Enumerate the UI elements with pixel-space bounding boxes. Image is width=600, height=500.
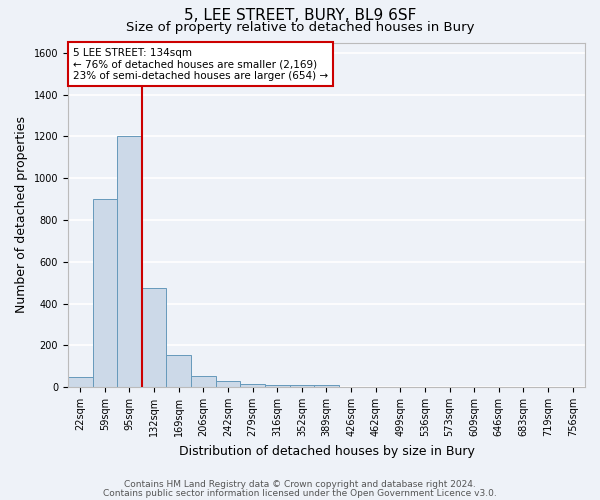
Bar [265,384,290,387]
Bar [117,136,142,387]
Bar [166,354,191,387]
Bar [215,381,240,387]
Text: Contains HM Land Registry data © Crown copyright and database right 2024.: Contains HM Land Registry data © Crown c… [124,480,476,489]
Text: 5, LEE STREET, BURY, BL9 6SF: 5, LEE STREET, BURY, BL9 6SF [184,8,416,22]
Bar [68,376,92,387]
Text: Contains public sector information licensed under the Open Government Licence v3: Contains public sector information licen… [103,488,497,498]
Text: 5 LEE STREET: 134sqm
← 76% of detached houses are smaller (2,169)
23% of semi-de: 5 LEE STREET: 134sqm ← 76% of detached h… [73,48,328,81]
Y-axis label: Number of detached properties: Number of detached properties [15,116,28,314]
Bar [92,199,117,387]
X-axis label: Distribution of detached houses by size in Bury: Distribution of detached houses by size … [179,444,475,458]
Text: Size of property relative to detached houses in Bury: Size of property relative to detached ho… [126,21,474,34]
Bar [290,384,314,387]
Bar [142,288,166,387]
Bar [240,384,265,387]
Bar [191,376,215,387]
Bar [314,384,339,387]
